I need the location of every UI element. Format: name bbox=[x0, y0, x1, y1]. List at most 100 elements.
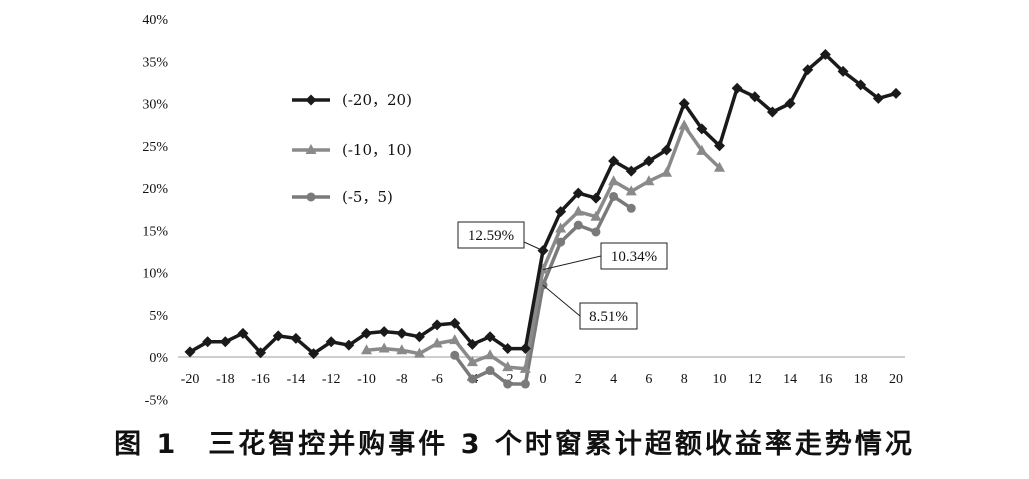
x-tick-label: -8 bbox=[396, 372, 408, 387]
y-tick-label: 35% bbox=[142, 55, 168, 70]
data-point bbox=[431, 319, 443, 331]
data-point bbox=[714, 161, 725, 172]
callout-label: 12.59% bbox=[468, 228, 514, 244]
legend: (-20，20) (-10，10) (-5，5) bbox=[292, 91, 412, 206]
data-point bbox=[306, 192, 316, 202]
data-point bbox=[449, 317, 461, 329]
x-tick-label: -16 bbox=[251, 372, 270, 387]
data-point bbox=[184, 346, 196, 358]
data-point bbox=[766, 106, 778, 118]
data-point bbox=[819, 48, 831, 60]
data-point bbox=[396, 344, 408, 355]
x-tick-label: 0 bbox=[540, 372, 547, 387]
data-point bbox=[731, 82, 743, 94]
x-tick-label: 20 bbox=[889, 372, 903, 387]
data-point bbox=[661, 144, 673, 156]
data-point bbox=[484, 331, 496, 343]
legend-item: (-5，5) bbox=[292, 188, 393, 206]
x-tick-label: 8 bbox=[681, 372, 688, 387]
legend-label: (-5，5) bbox=[342, 188, 393, 206]
x-tick-label: 12 bbox=[748, 372, 762, 387]
data-point bbox=[305, 94, 317, 106]
x-tick-label: -14 bbox=[287, 372, 306, 387]
data-point bbox=[573, 220, 583, 230]
data-point bbox=[784, 98, 796, 109]
callout: 8.51% bbox=[542, 284, 638, 330]
data-point bbox=[555, 222, 567, 233]
data-point bbox=[237, 327, 249, 339]
data-point bbox=[696, 123, 708, 135]
data-point bbox=[678, 98, 690, 109]
annotation-layer: 12.59% 10.34% 8.51% bbox=[457, 221, 668, 330]
data-point bbox=[450, 350, 460, 360]
data-point bbox=[290, 332, 302, 344]
data-point bbox=[872, 92, 884, 104]
data-point bbox=[678, 119, 690, 130]
data-point bbox=[837, 65, 849, 77]
callout: 12.59% bbox=[457, 221, 544, 252]
x-tick-label: -18 bbox=[216, 372, 235, 387]
data-point bbox=[325, 336, 337, 348]
y-tick-label: 25% bbox=[142, 140, 168, 155]
x-tick-label: 2 bbox=[575, 372, 582, 387]
series-long bbox=[184, 48, 902, 360]
data-point bbox=[305, 144, 317, 154]
data-point bbox=[449, 334, 461, 345]
data-point bbox=[609, 191, 619, 201]
data-point bbox=[519, 362, 531, 373]
data-point bbox=[643, 155, 655, 167]
data-point bbox=[802, 64, 814, 76]
legend-label: (-10，10) bbox=[342, 141, 412, 159]
x-tick-label: -12 bbox=[322, 372, 341, 387]
data-point bbox=[272, 330, 284, 342]
y-tick-label: 20% bbox=[142, 182, 168, 197]
data-point bbox=[714, 140, 725, 152]
y-tick-label: -5% bbox=[145, 393, 169, 408]
data-point bbox=[555, 206, 567, 218]
data-point bbox=[643, 175, 655, 186]
callout: 10.34% bbox=[542, 242, 668, 271]
figure-caption: 图 1 三花智控并购事件 3 个时窗累计超额收益率走势情况 bbox=[114, 429, 915, 460]
y-tick-label: 40% bbox=[142, 13, 168, 28]
legend-item: (-10，10) bbox=[292, 141, 412, 159]
data-point bbox=[466, 356, 478, 367]
data-point bbox=[749, 91, 761, 103]
data-point bbox=[556, 237, 566, 247]
callout-leader bbox=[523, 241, 544, 252]
data-point bbox=[519, 343, 531, 355]
y-tick-label: 15% bbox=[142, 224, 168, 239]
data-point bbox=[503, 379, 513, 389]
x-tick-label: -6 bbox=[431, 372, 443, 387]
data-point bbox=[378, 326, 390, 338]
data-point bbox=[361, 327, 372, 339]
data-point bbox=[625, 165, 637, 177]
y-tick-label: 5% bbox=[149, 309, 168, 324]
data-point bbox=[572, 205, 584, 216]
data-point bbox=[467, 374, 477, 384]
x-tick-label: 6 bbox=[645, 372, 652, 387]
callout-box bbox=[579, 302, 638, 330]
data-point bbox=[361, 344, 372, 355]
data-point bbox=[590, 192, 602, 204]
data-point bbox=[378, 342, 390, 353]
cumulative-abnormal-return-chart: -5%0%5%10%15%20%25%30%35%40%-20 -18 -16 -14… bbox=[142, 13, 905, 408]
x-tick-label: 16 bbox=[818, 372, 832, 387]
data-point bbox=[661, 166, 673, 177]
data-point bbox=[219, 336, 231, 348]
data-point bbox=[413, 331, 425, 343]
legend-label: (-20，20) bbox=[342, 91, 412, 109]
x-tick-label: 14 bbox=[783, 372, 797, 387]
data-point bbox=[625, 185, 637, 196]
data-point bbox=[591, 227, 601, 237]
data-point bbox=[308, 348, 320, 360]
y-tick-label: 30% bbox=[142, 98, 168, 113]
data-point bbox=[502, 361, 514, 372]
y-tick-label: 0% bbox=[149, 351, 168, 366]
data-point bbox=[626, 203, 636, 213]
data-point bbox=[855, 79, 867, 91]
legend-item: (-20，20) bbox=[292, 91, 412, 109]
data-point bbox=[343, 339, 355, 351]
data-point bbox=[608, 155, 620, 167]
data-point bbox=[255, 347, 267, 359]
data-point bbox=[696, 144, 708, 155]
